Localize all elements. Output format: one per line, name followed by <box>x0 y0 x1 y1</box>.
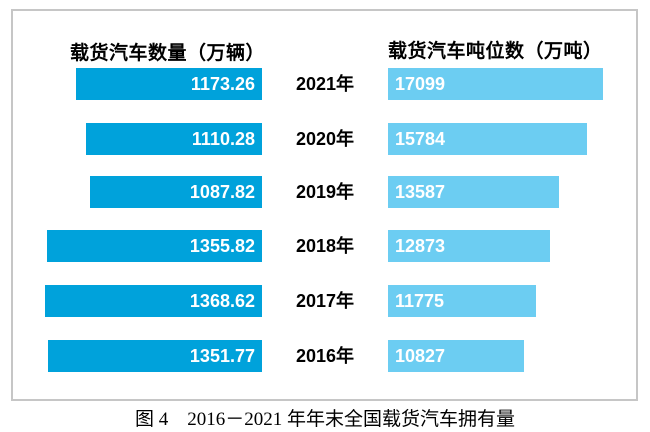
bar-value-label: 11775 <box>395 291 445 311</box>
left-series-header: 载货汽车数量（万辆） <box>69 43 265 64</box>
bar-value-label: 10827 <box>395 346 446 366</box>
bar-value-label: 1173.26 <box>190 74 255 94</box>
right-series-header: 载货汽车吨位数（万吨） <box>388 41 603 62</box>
year-label: 2020年 <box>295 129 355 149</box>
bar-tonnage-2020: 15784 <box>388 123 587 155</box>
bar-tonnage-2016: 10827 <box>388 340 525 372</box>
bar-value-label: 1355.82 <box>189 236 255 256</box>
bar-value-label: 12873 <box>395 236 446 256</box>
bar-tonnage-2017: 11775 <box>388 285 537 317</box>
bar-value-label: 1368.62 <box>189 291 255 311</box>
chart-row-2018: 1355.82 2018年 12873 <box>0 230 650 262</box>
bar-value-label: 13587 <box>395 182 446 202</box>
bar-tonnage-2018: 12873 <box>388 230 550 262</box>
chart-row-2017: 1368.62 2017年 11775 <box>0 285 650 317</box>
figure-caption: 图 4 2016－2021 年年末全国载货汽车拥有量 <box>134 409 515 430</box>
bar-quantity-2021: 1173.26 <box>76 68 262 100</box>
bar-quantity-2017: 1368.62 <box>45 285 262 317</box>
chart-row-2020: 1110.28 2020年 15784 <box>0 123 650 155</box>
bar-value-label: 1110.28 <box>191 129 255 149</box>
bar-value-label: 17099 <box>395 74 446 94</box>
chart-row-2021: 1173.26 2021年 17099 <box>0 68 650 100</box>
year-label: 2017年 <box>295 291 355 311</box>
bar-quantity-2018: 1355.82 <box>47 230 262 262</box>
bar-quantity-2016: 1351.77 <box>47 340 262 372</box>
bar-value-label: 1087.82 <box>189 182 255 202</box>
bar-tonnage-2021: 17099 <box>388 68 603 100</box>
year-label: 2018年 <box>295 236 355 256</box>
year-label: 2019年 <box>295 182 355 202</box>
chart-row-2019: 1087.82 2019年 13587 <box>0 176 650 208</box>
bar-quantity-2019: 1087.82 <box>89 176 262 208</box>
bar-value-label: 15784 <box>395 129 446 149</box>
year-label: 2021年 <box>295 74 355 94</box>
year-label: 2016年 <box>295 346 355 366</box>
bar-tonnage-2019: 13587 <box>388 176 559 208</box>
chart-row-2016: 1351.77 2016年 10827 <box>0 340 650 372</box>
bar-quantity-2020: 1110.28 <box>86 123 262 155</box>
bar-value-label: 1351.77 <box>189 346 255 366</box>
